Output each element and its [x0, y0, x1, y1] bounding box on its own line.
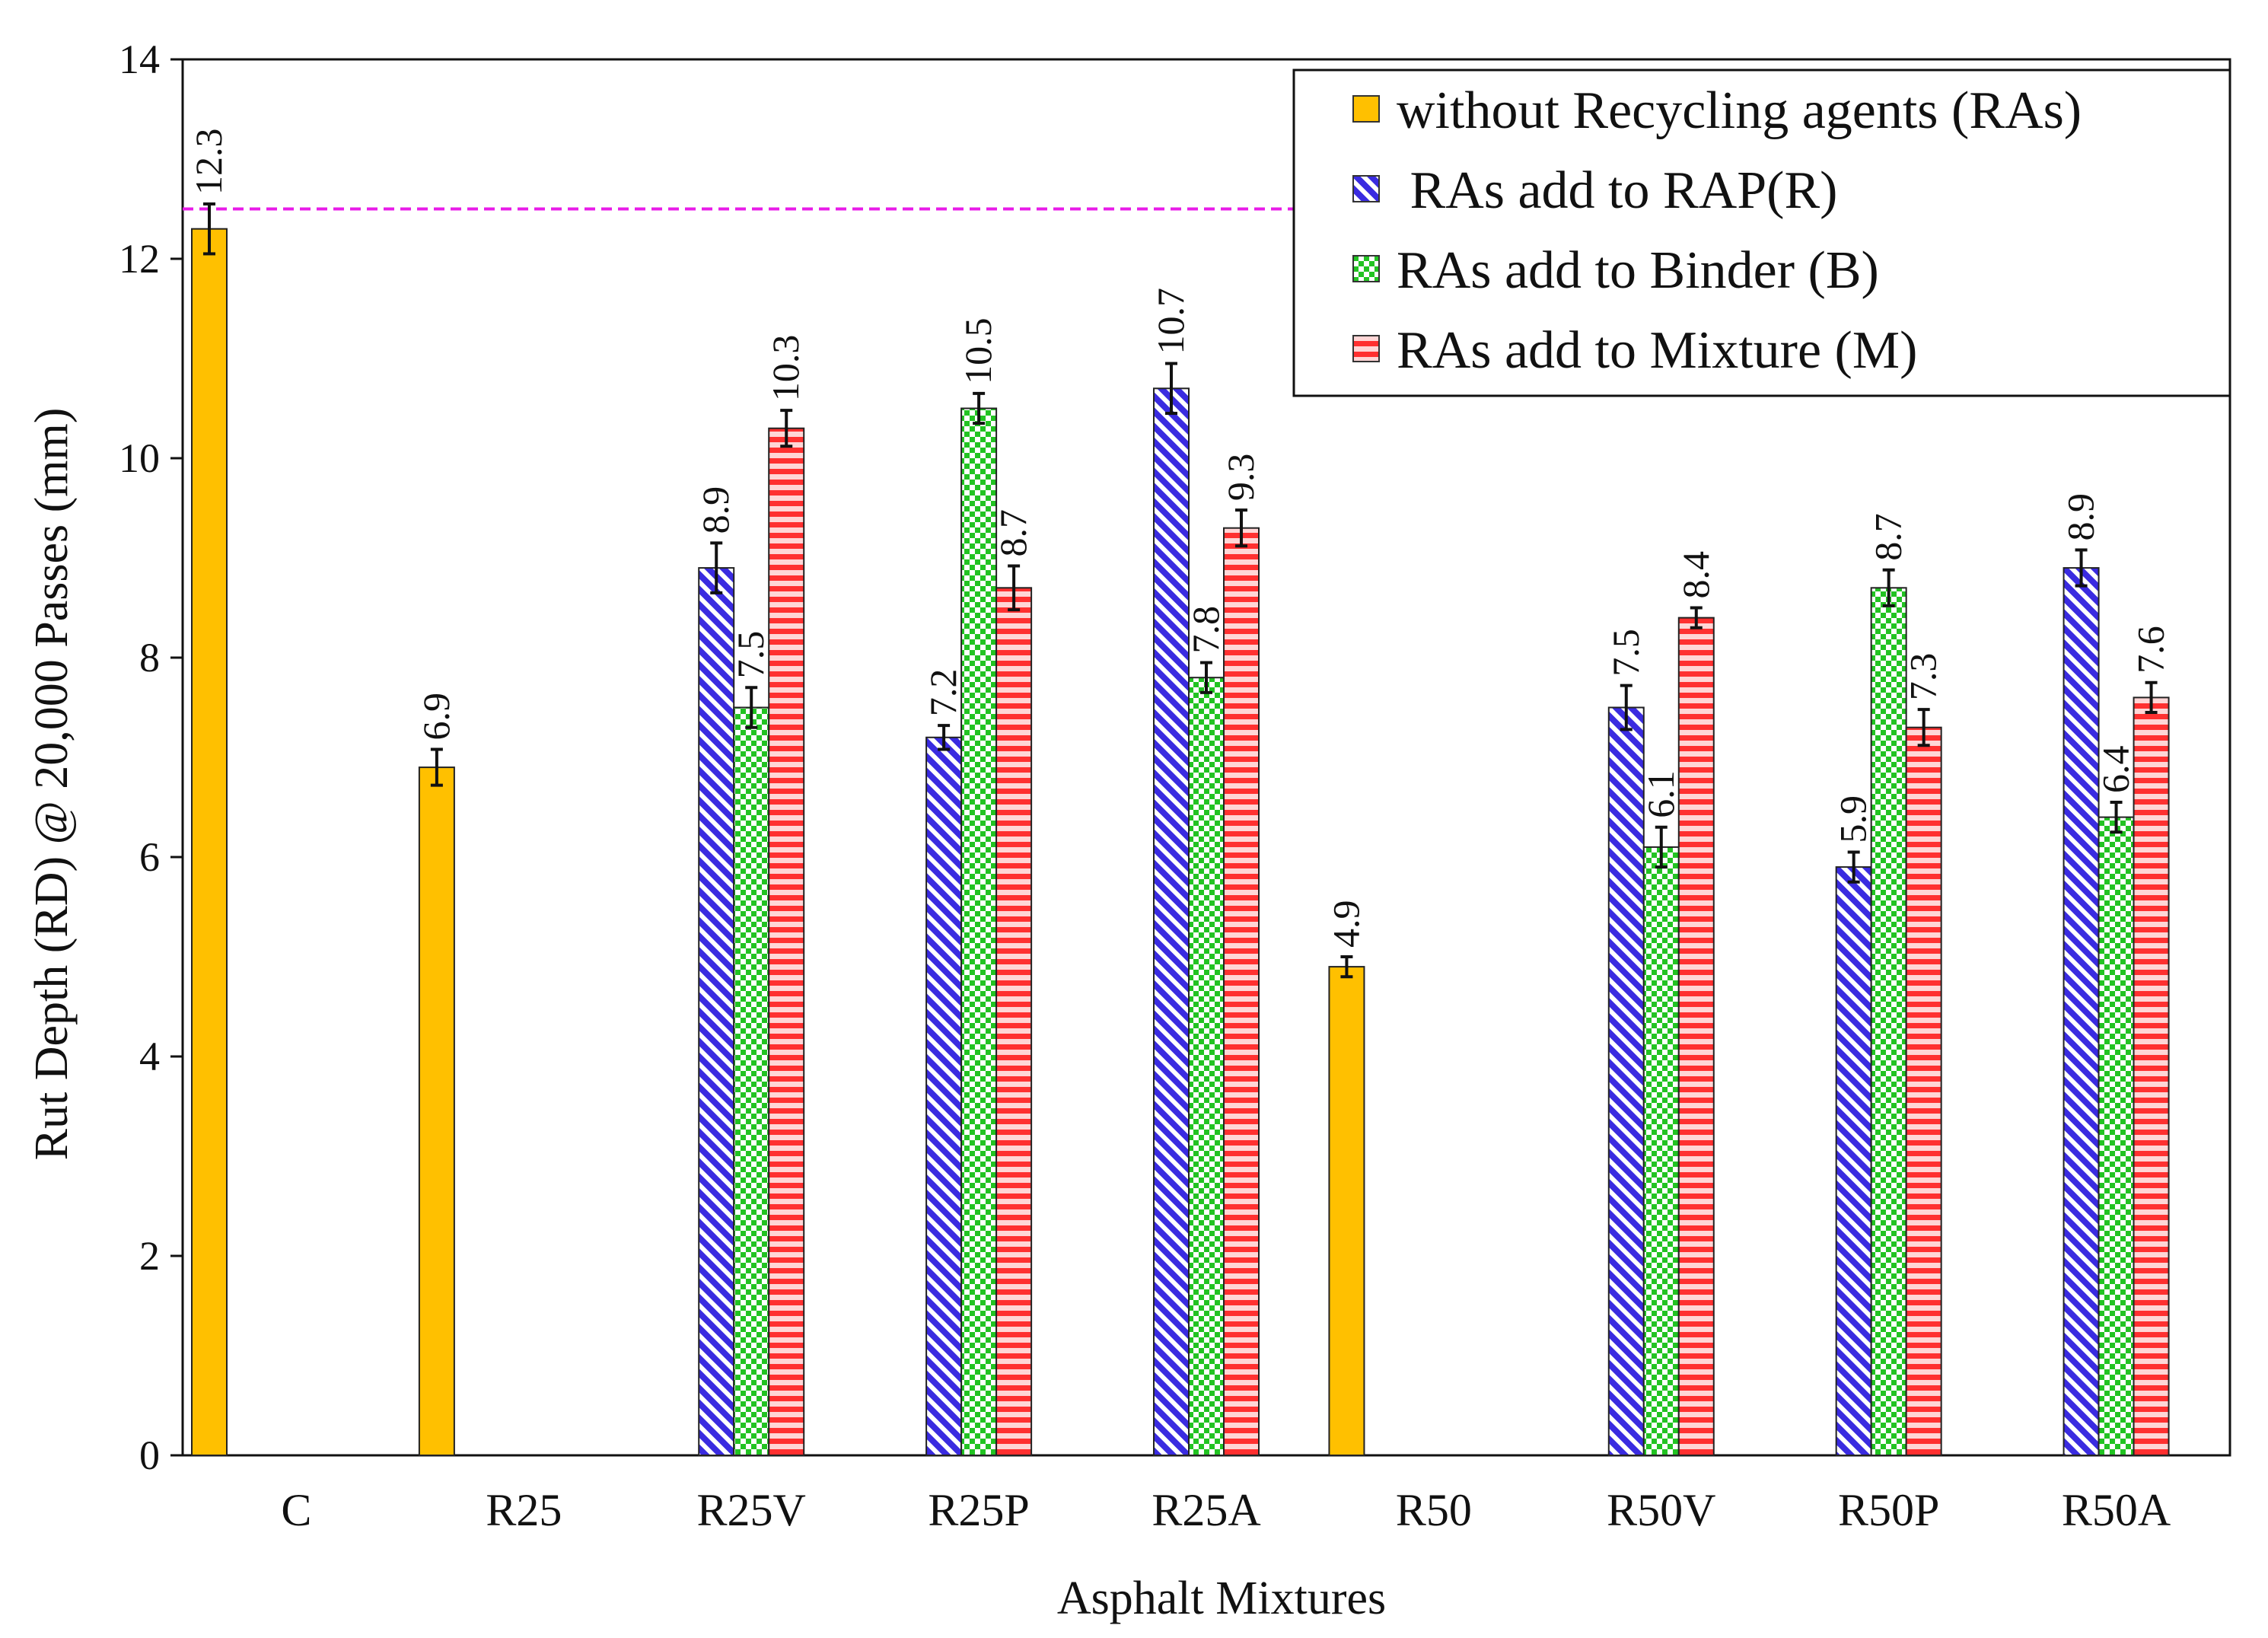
- bar-r25v-series-1: [698, 567, 735, 1456]
- value-label: 10.3: [764, 335, 807, 402]
- bar-r25p-series-1: [925, 736, 963, 1456]
- bar-c-series-0: [191, 228, 228, 1457]
- value-label: 7.6: [2129, 626, 2172, 674]
- bar-r25v-series-3: [768, 427, 805, 1457]
- value-label: 12.3: [187, 128, 230, 195]
- legend-frame: [1292, 69, 2231, 397]
- bar-r50v-series-2: [1642, 846, 1680, 1456]
- bars: [191, 202, 2170, 1457]
- x-tick-label: R50P: [1838, 1485, 1939, 1535]
- legend-label-mixture: RAs add to Mixture (M): [1397, 321, 1917, 380]
- axes: 0 2 4 6 8 10 12 14 C R25 R25V R25P R25A R50 R50V R50P R5…: [119, 37, 2231, 1535]
- y-tick-label: 10: [119, 435, 160, 481]
- y-tick-label: 12: [119, 236, 160, 282]
- value-label: 5.9: [1832, 795, 1875, 843]
- x-tick-label: R50A: [2062, 1485, 2171, 1535]
- value-label: 8.7: [992, 509, 1034, 557]
- bar-r50a-series-2: [2098, 816, 2135, 1456]
- x-tick-label: R50: [1396, 1485, 1472, 1535]
- y-tick-label: 0: [139, 1432, 160, 1478]
- value-label: 7.8: [1184, 606, 1227, 654]
- value-label: 7.2: [922, 669, 964, 717]
- value-label: 6.4: [2094, 745, 2137, 793]
- value-label: 10.5: [957, 317, 999, 384]
- y-tick-label: 14: [119, 37, 160, 82]
- value-label: 8.9: [694, 486, 737, 534]
- value-label: 9.3: [1219, 454, 1262, 502]
- legend-label-without-ras: without Recycling agents (RAs): [1397, 81, 2082, 140]
- bar-r25a-series-2: [1188, 677, 1225, 1456]
- x-tick-label: R25A: [1152, 1485, 1260, 1535]
- value-label: 8.9: [2059, 493, 2102, 541]
- bar-r25v-series-2: [733, 706, 770, 1456]
- legend-label-rap: RAs add to RAP(R): [1397, 161, 1837, 220]
- y-axis-title: Rut Depth (RD) @ 20,000 Passes (mm): [26, 408, 78, 1161]
- value-label: 7.5: [729, 631, 772, 679]
- value-label: 4.9: [1324, 900, 1367, 948]
- bar-r50v-series-1: [1607, 706, 1645, 1456]
- y-tick-label: 2: [139, 1233, 160, 1279]
- bar-r50p-series-1: [1835, 866, 1872, 1456]
- bar-r50p-series-3: [1905, 726, 1942, 1456]
- legend-swatch-rap: [1352, 175, 1380, 202]
- bar-r50v-series-3: [1677, 617, 1715, 1456]
- value-labels: 12.3 6.9 8.9 7.5 10.3 7.2 10.5 8.7 10.7 7.8 9.3 4.9…: [187, 128, 2172, 948]
- bar-r50a-series-1: [2063, 567, 2100, 1456]
- bar-r25p-series-3: [995, 587, 1033, 1456]
- bar-r25a-series-1: [1153, 387, 1190, 1456]
- x-tick-label: C: [281, 1485, 311, 1535]
- x-tick-label: R25P: [928, 1485, 1029, 1535]
- value-label: 7.5: [1604, 629, 1647, 677]
- y-tick-label: 4: [139, 1034, 160, 1079]
- value-label: 6.9: [415, 693, 457, 741]
- legend-swatch-without-ras: [1352, 95, 1380, 123]
- bar-r25p-series-2: [960, 407, 998, 1456]
- x-tick-label: R25V: [697, 1485, 806, 1535]
- bar-r50p-series-2: [1870, 587, 1907, 1456]
- x-tick-label: R25: [486, 1485, 562, 1535]
- value-label: 6.1: [1639, 770, 1682, 818]
- bar-r50-series-0: [1328, 966, 1365, 1456]
- value-label: 7.3: [1902, 653, 1945, 701]
- value-label: 8.7: [1867, 513, 1910, 561]
- bar-r50a-series-3: [2133, 696, 2170, 1456]
- bar-r25-series-0: [418, 766, 455, 1456]
- y-tick-label: 6: [139, 834, 160, 880]
- x-tick-label: R50V: [1607, 1485, 1715, 1535]
- value-label: 10.7: [1149, 288, 1192, 355]
- x-axis-title: Asphalt Mixtures: [1057, 1573, 1386, 1624]
- y-tick-label: 8: [139, 635, 160, 680]
- legend-swatch-binder: [1352, 255, 1380, 282]
- legend-swatch-mixture: [1352, 335, 1380, 362]
- legend-label-binder: RAs add to Binder (B): [1397, 241, 1879, 300]
- legend: without Recycling agents (RAs) RAs add t…: [1292, 69, 2231, 397]
- value-label: 8.4: [1674, 551, 1717, 599]
- bar-r25a-series-3: [1223, 527, 1260, 1457]
